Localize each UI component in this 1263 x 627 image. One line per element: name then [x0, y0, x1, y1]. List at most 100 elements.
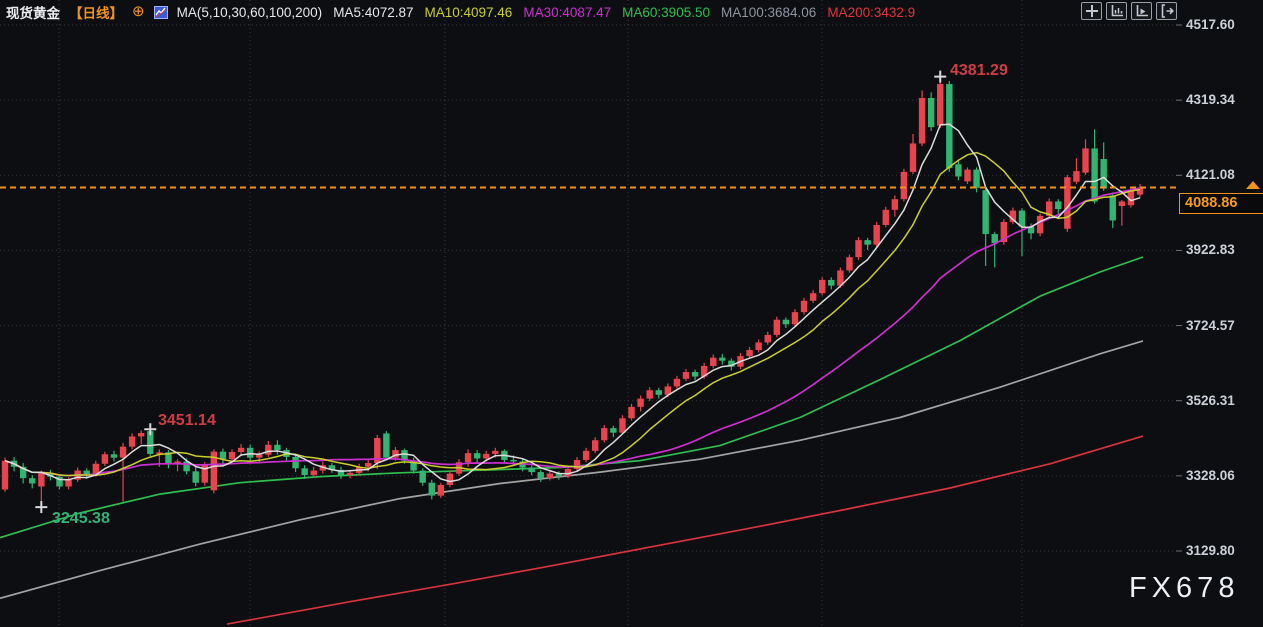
candle — [19, 466, 27, 479]
candle — [337, 469, 345, 476]
candle — [909, 143, 917, 172]
candle — [918, 97, 926, 144]
price-up-arrow-icon — [1246, 181, 1260, 190]
candle — [1136, 187, 1144, 195]
ma-line-MA60 — [0, 256, 1144, 539]
chart-toolbar — [1081, 2, 1177, 20]
candle — [1, 460, 9, 490]
candle — [1064, 177, 1071, 229]
candle — [165, 452, 172, 465]
candle — [1091, 148, 1098, 202]
candle — [537, 472, 544, 479]
candle — [101, 454, 109, 464]
candle — [655, 390, 662, 395]
ma-line-MA100 — [0, 340, 1144, 600]
candle — [483, 453, 490, 459]
candle — [664, 386, 672, 395]
candle — [764, 334, 771, 343]
ma-line-MA30 — [4, 187, 1141, 477]
candle — [601, 428, 608, 441]
candle — [564, 469, 572, 476]
candle — [365, 462, 372, 467]
candle — [682, 372, 690, 379]
chart-header: 现货黄金 【日线】 ⊕ MA(5,10,30,60,100,200) MA5:40… — [6, 3, 915, 21]
candle — [110, 454, 118, 458]
candle — [1036, 215, 1044, 234]
swing-marker — [934, 70, 947, 83]
candle — [473, 453, 481, 459]
candle — [301, 468, 308, 476]
ma-line-MA5 — [4, 123, 1141, 483]
candle — [428, 482, 435, 496]
candle — [1073, 171, 1080, 182]
candle — [991, 234, 998, 244]
candle — [628, 406, 635, 419]
pan-right-button[interactable] — [1156, 2, 1177, 20]
ma-legend-item: MA60:3905.50 — [622, 4, 710, 20]
ma-legend: MA(5,10,30,60,100,200) MA5:4072.87 MA10:40… — [177, 5, 916, 20]
candle — [1100, 159, 1107, 189]
candle — [592, 440, 599, 451]
candle — [237, 447, 245, 453]
price-axis[interactable]: 4517.60 4319.34 4121.08 3922.83 3724.57 3526.… — [1179, 0, 1263, 627]
candle — [192, 471, 199, 483]
candle — [156, 452, 163, 454]
axis-scale-button[interactable] — [1106, 2, 1127, 20]
candle — [292, 456, 299, 469]
candle — [419, 470, 426, 483]
candle — [973, 169, 980, 188]
candle — [119, 446, 127, 458]
candle — [773, 319, 780, 335]
crosshair-button[interactable] — [1081, 2, 1102, 20]
candle — [800, 300, 808, 313]
candle — [828, 279, 835, 286]
instrument-title: 现货黄金 — [6, 6, 60, 21]
candle — [528, 467, 535, 473]
ma-legend-item: MA200:3432.9 — [827, 4, 916, 20]
candle — [492, 450, 499, 454]
y-axis-label: 3129.80 — [1186, 543, 1235, 558]
candle — [937, 83, 944, 126]
candle — [1109, 195, 1116, 221]
candle — [183, 461, 190, 472]
candle — [65, 479, 72, 487]
candle — [855, 240, 862, 258]
price-annotation: 3451.14 — [158, 412, 216, 429]
candle — [56, 476, 63, 487]
ma-line-MA200 — [226, 435, 1144, 625]
candle — [346, 472, 354, 476]
candle — [673, 378, 681, 387]
y-axis-label: 3526.31 — [1186, 393, 1235, 408]
latest-candle-icon — [1136, 5, 1148, 17]
candle — [946, 83, 953, 169]
candle — [29, 478, 36, 484]
candle — [446, 473, 454, 485]
candle — [755, 342, 762, 351]
candle — [374, 437, 381, 463]
candle — [38, 472, 45, 487]
candle — [891, 199, 899, 210]
candle — [410, 460, 417, 471]
latest-candle-button[interactable] — [1131, 2, 1152, 20]
candle — [728, 360, 735, 367]
candle — [900, 171, 908, 200]
candle — [837, 270, 844, 286]
ma-legend-item: MA10:4097.46 — [424, 4, 513, 20]
candle — [201, 464, 208, 483]
candle — [383, 433, 390, 458]
candle — [864, 240, 871, 245]
ma-legend-item: MA100:3684.06 — [720, 4, 817, 20]
ma-legend-item: MA(5,10,30,60,100,200) — [176, 4, 323, 20]
add-icon[interactable]: ⊕ — [132, 3, 145, 20]
candle — [92, 463, 99, 475]
candle — [955, 164, 962, 177]
price-annotation: 3245.38 — [52, 510, 110, 527]
y-axis-label: 3724.57 — [1186, 318, 1235, 333]
last-price-badge: 4088.86 — [1179, 193, 1263, 215]
y-axis-label: 3922.83 — [1186, 242, 1235, 257]
candle — [691, 372, 699, 377]
candle — [619, 418, 626, 433]
candle — [138, 433, 145, 437]
